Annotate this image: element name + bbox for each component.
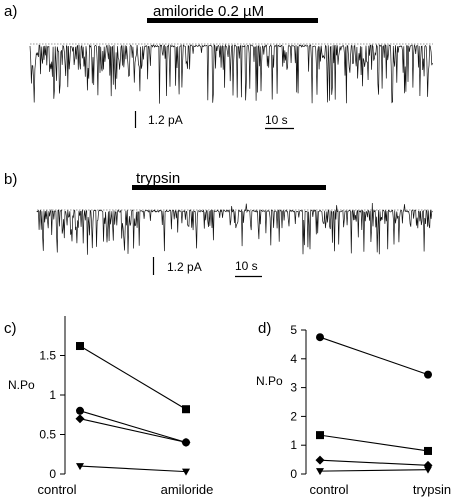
panel-d-label: d) (258, 320, 271, 337)
panel-a-trace: a) amiloride 0.2 µM 1.2 pA 10 s (4, 3, 433, 130)
amiloride-bar-label: amiloride 0.2 µM (153, 3, 264, 20)
panel-d-series-1-line (319, 434, 429, 452)
panel-d-y-tick-label: 2 (290, 409, 297, 423)
panel-c-chart: c) N.Po 0 0.5 1 1.5 control amiloride (4, 316, 213, 497)
scale-time-label-b: 10 s (235, 259, 258, 273)
trace-b-signal (36, 202, 433, 255)
panel-c-series-3-point-amiloride (182, 468, 190, 476)
panel-c-label: c) (4, 320, 17, 337)
panel-c-series-1-line (79, 410, 187, 443)
panel-b-label: b) (4, 171, 17, 188)
panel-c-y-tick-label: 1 (49, 388, 56, 402)
panel-c-series-3-point-control (76, 463, 84, 471)
panel-c-series-3-line (79, 465, 187, 473)
panel-d-y-tick-label: 4 (290, 352, 297, 366)
scale-current-label-a: 1.2 pA (148, 113, 183, 127)
panel-c-y-tick-label: 0 (49, 467, 56, 481)
panel-c-series-2-point-amiloride (181, 437, 191, 447)
panel-d-y-tick-label: 1 (290, 438, 297, 452)
panel-c-series-0-point-control (76, 342, 84, 351)
panel-d-series-3-point-control (316, 468, 324, 476)
panel-d-series-0-line (319, 336, 429, 376)
trace-a-signal (29, 43, 433, 104)
panel-d-series-3-line (319, 469, 429, 472)
panel-d-xlabel-trypsin: trypsin (413, 482, 451, 497)
panel-c-series-2-line (79, 418, 187, 443)
panel-d-plot: 0 1 2 3 4 5 (290, 323, 433, 481)
panel-c-series-2-point-control (75, 414, 85, 424)
panel-d-series-0-point-control (316, 333, 324, 342)
panel-c-xlabel-control: control (37, 482, 76, 497)
panel-d-y-tick-label: 5 (290, 323, 297, 337)
panel-d-series-3-point-trypsin (424, 466, 432, 474)
panel-d-series-0-point-trypsin (424, 370, 432, 379)
panel-c-series-0-point-amiloride (182, 405, 190, 414)
panel-d-xlabel-control: control (309, 482, 348, 497)
panel-d-y-tick-label: 3 (290, 381, 297, 395)
panel-c-plot: 0 0.5 1 1.5 (39, 316, 191, 481)
panel-d-series-2-line (319, 459, 429, 466)
panel-d-chart: d) N.Po 0 1 2 3 4 5 control trypsin (256, 320, 451, 497)
panel-c-y-tick-label: 0.5 (39, 428, 56, 442)
panel-c-series-1-point-control (76, 406, 84, 415)
scale-current-label-b: 1.2 pA (167, 260, 202, 274)
panel-b-trace: b) trypsin 1.2 pA 10 s (4, 170, 433, 278)
panel-c-y-tick-label: 1.5 (39, 349, 56, 363)
panel-d-y-tick-label: 0 (290, 467, 297, 481)
panel-c-xlabel-amiloride: amiloride (161, 482, 214, 497)
panel-d-series-2-point-control (315, 455, 325, 465)
panel-d-ylabel: N.Po (256, 374, 283, 388)
panel-d-series-1-point-control (316, 431, 324, 440)
scale-time-label-a: 10 s (265, 113, 288, 127)
panel-c-series-0-line (79, 345, 187, 410)
panel-c-ylabel: N.Po (8, 378, 35, 392)
panel-d-series-1-point-trypsin (424, 446, 432, 455)
panel-a-label: a) (4, 3, 17, 20)
trypsin-bar-label: trypsin (136, 170, 180, 187)
